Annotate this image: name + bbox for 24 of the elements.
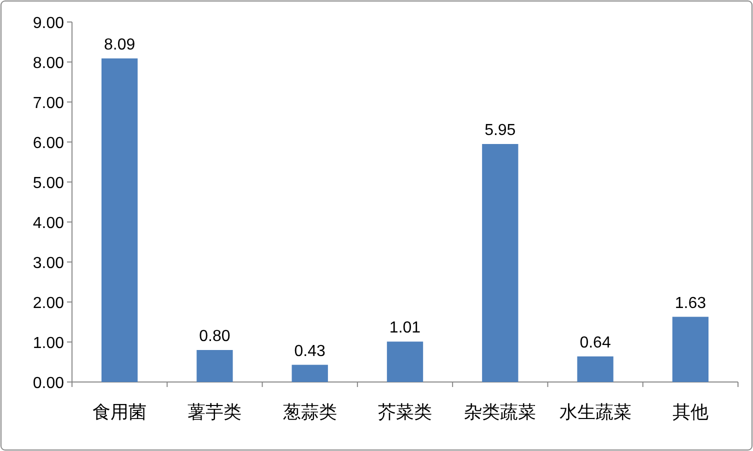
y-tick-label: 4.00 — [32, 215, 64, 232]
data-label: 1.63 — [674, 294, 706, 312]
y-tick-label: 3.00 — [32, 255, 64, 272]
x-tick-label: 杂类蔬菜 — [464, 402, 536, 422]
data-label: 0.80 — [199, 328, 230, 345]
y-tick-label: 7.00 — [32, 95, 64, 112]
y-tick-label: 0.00 — [32, 375, 64, 392]
y-tick-label: 8.00 — [32, 55, 64, 72]
x-tick-label: 芥菜类 — [378, 402, 432, 422]
y-tick-label: 2.00 — [32, 295, 64, 312]
x-tick-label: 水生蔬菜 — [559, 402, 632, 422]
y-tick-label: 9.00 — [32, 15, 64, 32]
data-label: 0.64 — [580, 334, 611, 352]
x-tick-label: 食用菌 — [92, 402, 147, 422]
y-tick-label: 1.00 — [32, 335, 64, 352]
data-label: 0.43 — [294, 342, 326, 360]
y-tick-label: 5.00 — [32, 175, 64, 192]
x-tick-label: 其他 — [672, 402, 708, 422]
data-label: 1.01 — [389, 320, 421, 337]
data-label: 8.09 — [104, 36, 136, 54]
x-tick-label: 薯芋类 — [188, 402, 242, 422]
y-tick-label: 6.00 — [32, 135, 64, 152]
x-tick-label: 葱蒜类 — [282, 402, 337, 422]
data-label: 5.95 — [484, 122, 516, 139]
